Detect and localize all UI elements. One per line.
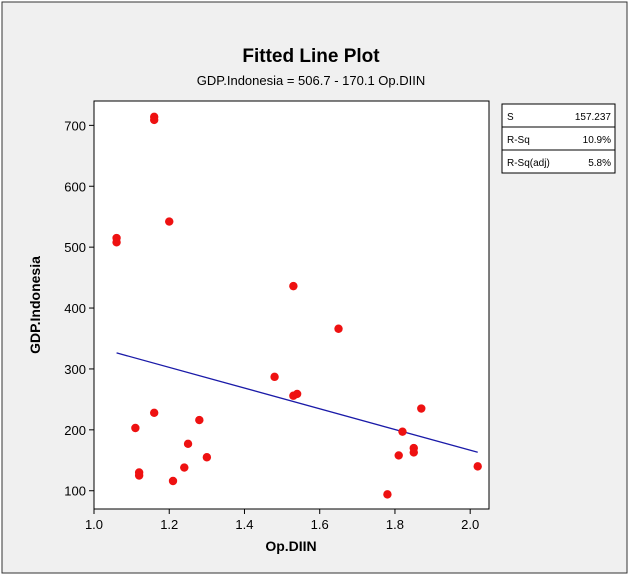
- y-tick-label: 300: [64, 362, 86, 377]
- stats-rows: S 157.237 R-Sq 10.9% R-Sq(adj) 5.8%: [502, 112, 615, 169]
- x-tick-label: 1.2: [160, 517, 178, 532]
- y-tick-label: 500: [64, 240, 86, 255]
- y-tick-label: 200: [64, 423, 86, 438]
- fitted-regression-line: [116, 352, 478, 453]
- data-point: [168, 476, 178, 486]
- stats-box-frame: [501, 103, 616, 174]
- y-tick-label: 600: [64, 179, 86, 194]
- data-point: [417, 404, 426, 413]
- y-tick-label: 700: [64, 118, 86, 133]
- data-point: [149, 115, 159, 125]
- data-point: [289, 281, 298, 291]
- data-point: [149, 408, 159, 417]
- data-point: [131, 423, 140, 433]
- data-point: [394, 451, 403, 460]
- x-tick-label: 2.0: [461, 517, 479, 532]
- stats-value: 157.237: [575, 112, 612, 123]
- data-point: [473, 462, 482, 471]
- stats-label: R-Sq(adj): [507, 158, 550, 169]
- data-point: [383, 490, 392, 499]
- stats-value: 5.8%: [588, 158, 611, 169]
- x-tick-label: 1.0: [85, 517, 103, 532]
- data-point: [334, 324, 343, 333]
- plot-area: [93, 100, 490, 510]
- x-tick-label: 1.8: [386, 517, 404, 532]
- y-tick-label: 400: [64, 301, 86, 316]
- x-tick-label: 1.4: [235, 517, 253, 532]
- data-point: [112, 238, 121, 247]
- stats-label: S: [507, 112, 514, 123]
- data-point: [180, 463, 189, 472]
- y-axis-label: GDP.Indonesia: [27, 256, 43, 354]
- x-tick-label: 1.6: [311, 517, 329, 532]
- stats-box: S 157.237 R-Sq 10.9% R-Sq(adj) 5.8%: [501, 103, 616, 174]
- x-axis-label: Op.DIIN: [265, 538, 316, 554]
- data-point: [195, 415, 204, 425]
- data-point: [398, 427, 407, 436]
- data-point: [292, 389, 302, 399]
- data-point: [134, 471, 144, 480]
- y-tick-label: 100: [64, 484, 86, 499]
- data-point: [202, 453, 212, 462]
- y-axis: 100 200 300 400 500 600 700: [64, 118, 94, 499]
- data-point: [183, 439, 193, 449]
- fit-line-layer: [116, 352, 478, 453]
- stats-label: R-Sq: [507, 135, 530, 146]
- chart-subtitle: GDP.Indonesia = 506.7 - 170.1 Op.DIIN: [197, 73, 425, 88]
- scatter-points: [112, 112, 482, 499]
- data-point: [270, 372, 279, 382]
- data-point: [165, 217, 174, 226]
- stats-value: 10.9%: [583, 135, 611, 146]
- data-point: [409, 448, 418, 457]
- chart-title: Fitted Line Plot: [242, 46, 380, 67]
- x-axis: 1.0 1.2 1.4 1.6 1.8 2.0: [85, 509, 479, 532]
